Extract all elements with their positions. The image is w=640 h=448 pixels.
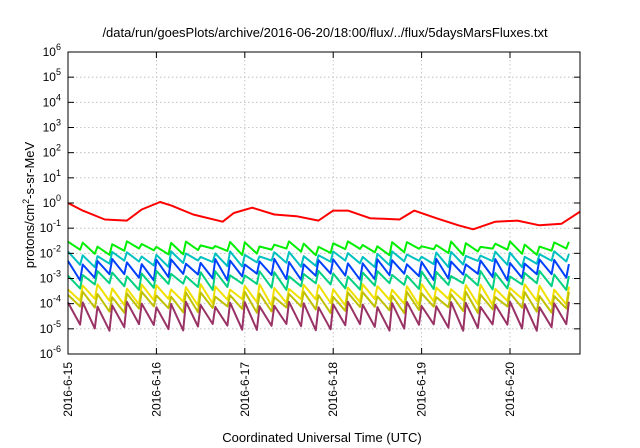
y-tick-label-exponent: 6 [56, 42, 61, 52]
y-tick-label-base: 10 [43, 45, 57, 59]
y-tick-label-base: 10 [40, 347, 54, 361]
y-tick-label-base: 10 [40, 272, 54, 286]
y-tick-label-base: 10 [43, 146, 57, 160]
x-tick-label: 2016-6-19 [415, 362, 429, 417]
y-tick-label: 105 [43, 67, 61, 84]
y-tick-label-exponent: 3 [56, 118, 61, 128]
y-tick-label-exponent: -4 [53, 294, 61, 304]
series-line [67, 300, 570, 332]
y-tick-label-exponent: 1 [56, 168, 61, 178]
series-line [67, 269, 570, 291]
y-tick-label-base: 10 [40, 297, 54, 311]
y-tick-label: 103 [43, 118, 61, 135]
series-group [67, 201, 581, 332]
y-tick-label-exponent: 0 [56, 193, 61, 203]
y-tick-label-exponent: 5 [56, 67, 61, 77]
axis-ticks [67, 51, 580, 355]
y-tick-label-exponent: -1 [53, 218, 61, 228]
y-tick-label-base: 10 [43, 70, 57, 84]
y-tick-label: 10-6 [40, 344, 61, 361]
x-tick-label: 2016-6-16 [149, 362, 163, 417]
x-tick-label: 2016-6-17 [238, 362, 252, 417]
y-tick-label: 102 [43, 143, 61, 160]
x-tick-label: 2016-6-18 [326, 362, 340, 417]
series-line [67, 257, 570, 282]
y-tick-label-exponent: -2 [53, 243, 61, 253]
y-tick-label: 10-1 [40, 218, 61, 235]
y-tick-label: 100 [43, 193, 61, 210]
y-tick-label-exponent: -6 [53, 344, 61, 354]
y-tick-label: 10-2 [40, 243, 61, 260]
x-tick-label: 2016-6-20 [503, 362, 517, 417]
y-axis-label-base: protons/cm [22, 204, 37, 268]
y-tick-label: 10-3 [40, 269, 61, 286]
y-tick-label-base: 10 [43, 196, 57, 210]
y-tick-label: 10-5 [40, 319, 61, 336]
y-axis-label-unit: -s-sr-MeV [22, 141, 37, 198]
y-tick-label-base: 10 [40, 246, 54, 260]
y-tick-label-exponent: 4 [56, 92, 61, 102]
series-line [67, 201, 581, 231]
y-tick-label-exponent: 2 [56, 143, 61, 153]
y-tick-label-base: 10 [43, 121, 57, 135]
series-line [67, 240, 570, 257]
y-tick-label-exponent: -5 [53, 319, 61, 329]
y-tick-label-base: 10 [40, 221, 54, 235]
y-tick-label: 101 [43, 168, 61, 185]
x-tick-labels: 2016-6-15 2016-6-16 2016-6-17 2016-6-18 2016… [61, 362, 517, 417]
y-tick-label: 106 [43, 42, 61, 59]
y-tick-label-base: 10 [40, 322, 54, 336]
y-axis-label-exponent: 2 [21, 199, 31, 204]
y-tick-labels: 10-610-510-410-310-210-11001011021031041… [40, 42, 61, 361]
series-line [67, 250, 570, 269]
y-tick-label-exponent: -3 [53, 269, 61, 279]
y-axis-label: protons/cm2-s-sr-MeV [21, 141, 37, 268]
y-tick-label-base: 10 [43, 171, 57, 185]
series-line [67, 283, 570, 307]
y-tick-label: 104 [43, 92, 61, 109]
series-line [67, 290, 570, 315]
x-tick-label: 2016-6-15 [61, 362, 75, 417]
chart-title: /data/run/goesPlots/archive/2016-06-20/1… [102, 25, 548, 40]
x-axis-label: Coordinated Universal Time (UTC) [222, 430, 421, 445]
y-tick-label: 10-4 [40, 294, 61, 311]
y-tick-label-base: 10 [43, 95, 57, 109]
